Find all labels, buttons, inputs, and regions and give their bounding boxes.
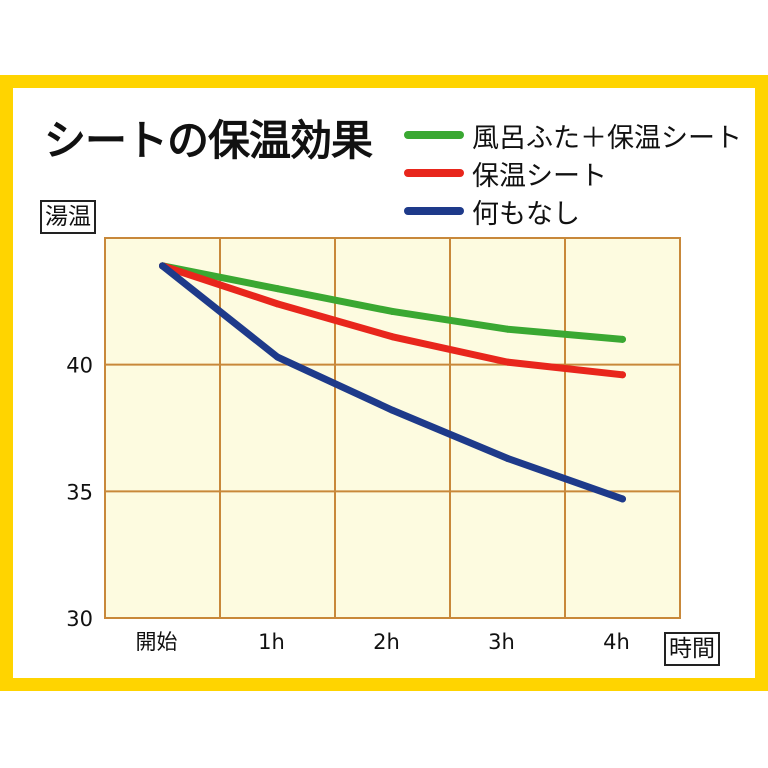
- legend-item-none: 何もなし: [404, 192, 749, 230]
- x-tick-label: 1h: [258, 630, 285, 654]
- legend-swatch-none: [404, 207, 464, 215]
- data-point-series-2: [619, 495, 626, 503]
- y-tick-label: 30: [66, 607, 93, 631]
- data-point-series-0: [619, 335, 626, 343]
- x-tick-label: 4h: [603, 630, 630, 654]
- data-point-series-1: [389, 333, 396, 341]
- legend: 風呂ふた＋保温シート 保温シート 何もなし: [404, 116, 749, 230]
- y-tick-label: 35: [66, 480, 93, 504]
- data-point-series-1: [274, 300, 281, 308]
- legend-label-none: 何もなし: [472, 198, 580, 230]
- y-tick-label: 40: [66, 354, 93, 378]
- data-point-series-2: [274, 353, 281, 361]
- legend-item-lid-and-sheet: 風呂ふた＋保温シート: [404, 116, 749, 154]
- legend-item-sheet: 保温シート: [404, 154, 749, 192]
- data-point-series-2: [389, 406, 396, 414]
- y-axis-label: 湯温: [40, 200, 96, 234]
- x-tick-label: 2h: [373, 630, 400, 654]
- data-point-series-2: [504, 454, 511, 462]
- data-point-series-0: [274, 285, 281, 293]
- x-axis-label: 時間: [664, 632, 720, 666]
- legend-label-lid-and-sheet: 風呂ふた＋保温シート: [472, 122, 742, 154]
- legend-swatch-sheet: [404, 169, 464, 177]
- legend-label-sheet: 保温シート: [472, 160, 607, 192]
- data-point-series-0: [389, 307, 396, 315]
- data-point-series-2: [159, 262, 166, 270]
- data-point-series-1: [504, 358, 511, 366]
- plot-area: [105, 238, 680, 618]
- chart-title: シートの保温効果: [44, 116, 373, 165]
- data-point-series-0: [504, 325, 511, 333]
- legend-swatch-lid-and-sheet: [404, 131, 464, 139]
- x-tick-label: 開始: [136, 630, 178, 654]
- data-point-series-1: [619, 371, 626, 379]
- plot-border: [104, 237, 681, 619]
- x-tick-label: 3h: [488, 630, 515, 654]
